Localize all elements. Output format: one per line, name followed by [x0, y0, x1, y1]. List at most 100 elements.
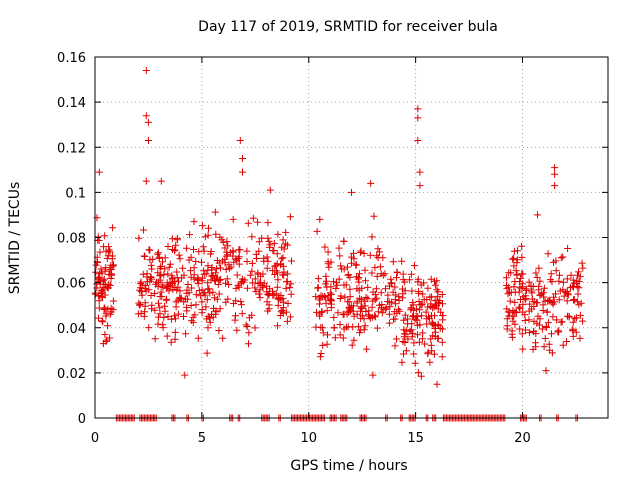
- data-point: [135, 234, 143, 242]
- data-point: [400, 350, 407, 358]
- data-point: [282, 308, 290, 316]
- data-point: [156, 264, 164, 272]
- data-point: [229, 215, 237, 223]
- data-point: [508, 312, 516, 320]
- data-point: [319, 329, 327, 337]
- data-point: [159, 283, 167, 291]
- data-point: [274, 322, 281, 330]
- data-point: [143, 273, 151, 281]
- data-point: [248, 233, 256, 241]
- data-point: [179, 264, 187, 272]
- data-point: [372, 285, 380, 293]
- data-point: [203, 349, 211, 357]
- data-point: [99, 286, 107, 294]
- data-point: [508, 333, 516, 341]
- data-point: [401, 339, 409, 346]
- data-point: [166, 260, 174, 268]
- data-point: [576, 334, 584, 342]
- data-point: [314, 284, 322, 292]
- data-point: [251, 275, 259, 283]
- data-point: [419, 329, 427, 337]
- data-point: [518, 270, 526, 278]
- data-point: [433, 277, 441, 285]
- data-point: [425, 313, 432, 321]
- data-point: [286, 284, 294, 292]
- data-point: [563, 275, 571, 283]
- data-point: [95, 292, 103, 300]
- data-point: [185, 289, 193, 297]
- data-point: [348, 259, 355, 267]
- data-point: [209, 272, 216, 280]
- data-point: [198, 258, 205, 266]
- data-point: [145, 324, 153, 332]
- data-point: [156, 310, 164, 318]
- data-point: [357, 296, 365, 304]
- data-point: [346, 305, 354, 313]
- data-point: [225, 261, 233, 269]
- data-point: [357, 326, 365, 334]
- data-point: [510, 262, 518, 270]
- data-point: [518, 253, 526, 261]
- data-point: [283, 241, 291, 249]
- data-point: [530, 303, 538, 310]
- data-point: [152, 280, 160, 288]
- data-point: [211, 277, 219, 285]
- data-point: [256, 294, 264, 302]
- data-point: [509, 307, 517, 314]
- data-point: [355, 286, 363, 294]
- data-point: [334, 309, 342, 317]
- data-point: [559, 278, 567, 286]
- data-point: [278, 243, 286, 251]
- data-point: [579, 317, 587, 325]
- data-point: [404, 335, 412, 343]
- data-point: [265, 305, 273, 313]
- data-point: [371, 296, 379, 304]
- data-point: [188, 284, 196, 292]
- data-point: [340, 237, 348, 245]
- data-point: [138, 291, 146, 299]
- data-point: [236, 137, 244, 144]
- data-point: [217, 264, 224, 272]
- data-point: [521, 317, 529, 324]
- data-point: [416, 182, 424, 190]
- data-point: [428, 293, 436, 301]
- data-point: [503, 315, 511, 323]
- data-point: [141, 308, 149, 316]
- data-point: [187, 267, 194, 275]
- data-point: [275, 295, 283, 303]
- data-point: [542, 322, 550, 330]
- data-point: [414, 278, 422, 286]
- data-point: [417, 372, 425, 380]
- data-point: [232, 297, 240, 305]
- data-point: [408, 320, 416, 328]
- data-point: [252, 288, 260, 296]
- data-point: [238, 310, 246, 318]
- data-point: [146, 256, 154, 264]
- data-point: [176, 294, 184, 302]
- data-point: [532, 269, 540, 277]
- data-point: [204, 285, 212, 293]
- data-point: [170, 278, 178, 286]
- data-point: [283, 317, 291, 325]
- data-point: [385, 310, 393, 318]
- data-point: [409, 313, 417, 321]
- data-point: [287, 290, 295, 298]
- data-point: [342, 281, 350, 289]
- data-point: [206, 314, 213, 322]
- data-point: [274, 301, 282, 309]
- data-point: [514, 247, 521, 255]
- data-point: [333, 281, 341, 289]
- data-point: [391, 300, 399, 308]
- data-point: [183, 307, 191, 315]
- data-point: [421, 340, 429, 348]
- data-point: [569, 318, 577, 326]
- data-point: [370, 212, 378, 220]
- data-point: [198, 277, 206, 285]
- data-point: [102, 310, 110, 318]
- data-point: [556, 271, 563, 279]
- data-point: [564, 245, 572, 252]
- data-point: [330, 278, 337, 286]
- data-point: [356, 294, 364, 302]
- data-point: [545, 296, 553, 304]
